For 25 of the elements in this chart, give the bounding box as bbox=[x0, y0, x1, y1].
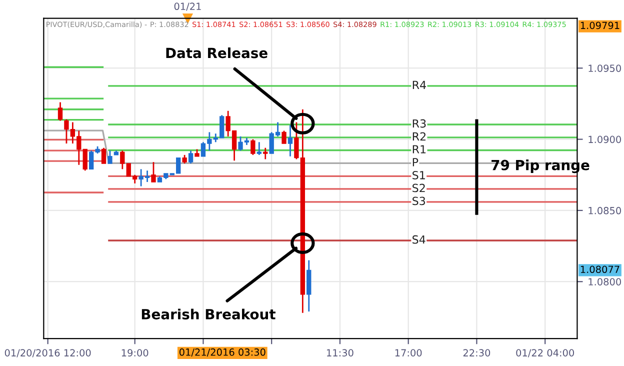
text: 01/21/2016 03:30 bbox=[179, 348, 266, 357]
x-tick-label: 01/22 04:00 bbox=[516, 349, 574, 358]
y-tick-label: 1.0850 bbox=[588, 206, 621, 214]
series-label: R4 bbox=[412, 80, 426, 89]
annotation: Data Release bbox=[166, 47, 268, 58]
series-label: S3 bbox=[412, 196, 426, 206]
x-tick-label: 01/20/2016 12:00 bbox=[4, 349, 91, 358]
series-label: S1 bbox=[412, 170, 425, 180]
series-label: S4 bbox=[412, 235, 426, 244]
x-tick-label: 17:00 bbox=[395, 349, 422, 356]
x-tick-label: 19:00 bbox=[122, 349, 148, 356]
y-tick-label: 1.0800 bbox=[588, 278, 621, 286]
text: 1.08077 bbox=[580, 266, 620, 274]
series-label: S2 bbox=[412, 184, 425, 192]
text: 1.09791 bbox=[580, 22, 620, 30]
text: 01/21 bbox=[174, 2, 201, 11]
series-label: R3 bbox=[412, 119, 426, 128]
y-tick-label: 1.0900 bbox=[588, 136, 621, 144]
series-label: R1 bbox=[412, 145, 426, 154]
y-tick-label: 1.0950 bbox=[588, 64, 621, 72]
annotation: Bearish Breakout bbox=[142, 308, 276, 320]
series-label: P bbox=[412, 158, 418, 166]
x-tick-label: 11:30 bbox=[327, 349, 354, 356]
x-tick-label: 22:30 bbox=[463, 349, 490, 356]
series-label: R2 bbox=[412, 132, 426, 140]
